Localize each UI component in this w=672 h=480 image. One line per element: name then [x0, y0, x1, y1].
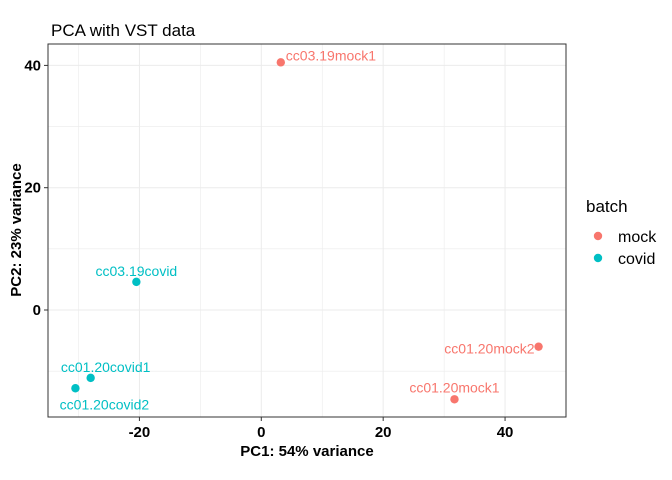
chart-title: PCA with VST data: [51, 21, 196, 40]
data-points: cc03.19mock1 cc01.20mock2 cc01.20mock1 cc03…: [60, 47, 543, 412]
point-label: cc01.20mock1: [409, 379, 499, 395]
data-point-mock: [534, 342, 543, 351]
x-tick-label: 0: [257, 424, 265, 441]
legend-key-mock: [593, 231, 603, 241]
point-label: cc03.19mock1: [286, 47, 376, 63]
x-tick-label: 20: [375, 424, 392, 441]
y-tick-label: 0: [33, 302, 41, 319]
y-tick-label: 20: [24, 180, 41, 197]
x-axis-title: PC1: 54% variance: [240, 443, 373, 460]
legend-key-covid: [593, 253, 603, 263]
point-label: cc03.19covid: [96, 263, 178, 279]
point-label: cc01.20covid1: [61, 359, 151, 375]
plot-panel-border: [47, 43, 567, 418]
y-tick-label: 40: [24, 57, 41, 74]
legend: batch mock covid: [586, 197, 657, 268]
x-tick-label: 40: [497, 424, 514, 441]
y-axis: 0 20 40: [24, 57, 48, 319]
data-point-mock: [276, 58, 285, 67]
data-point-covid: [71, 384, 80, 393]
legend-label-covid: covid: [618, 251, 655, 268]
x-tick-label: -20: [129, 424, 151, 441]
legend-label-mock: mock: [618, 229, 657, 246]
x-axis: -20 0 20 40: [129, 417, 514, 441]
legend-title: batch: [586, 197, 628, 216]
grid: [48, 44, 567, 417]
data-point-mock: [450, 395, 459, 404]
data-point-covid: [132, 277, 141, 287]
y-axis-title: PC2: 23% variance: [8, 163, 25, 296]
data-point-covid: [86, 373, 95, 383]
point-label: cc01.20mock2: [444, 341, 534, 357]
point-label: cc01.20covid2: [60, 396, 150, 412]
